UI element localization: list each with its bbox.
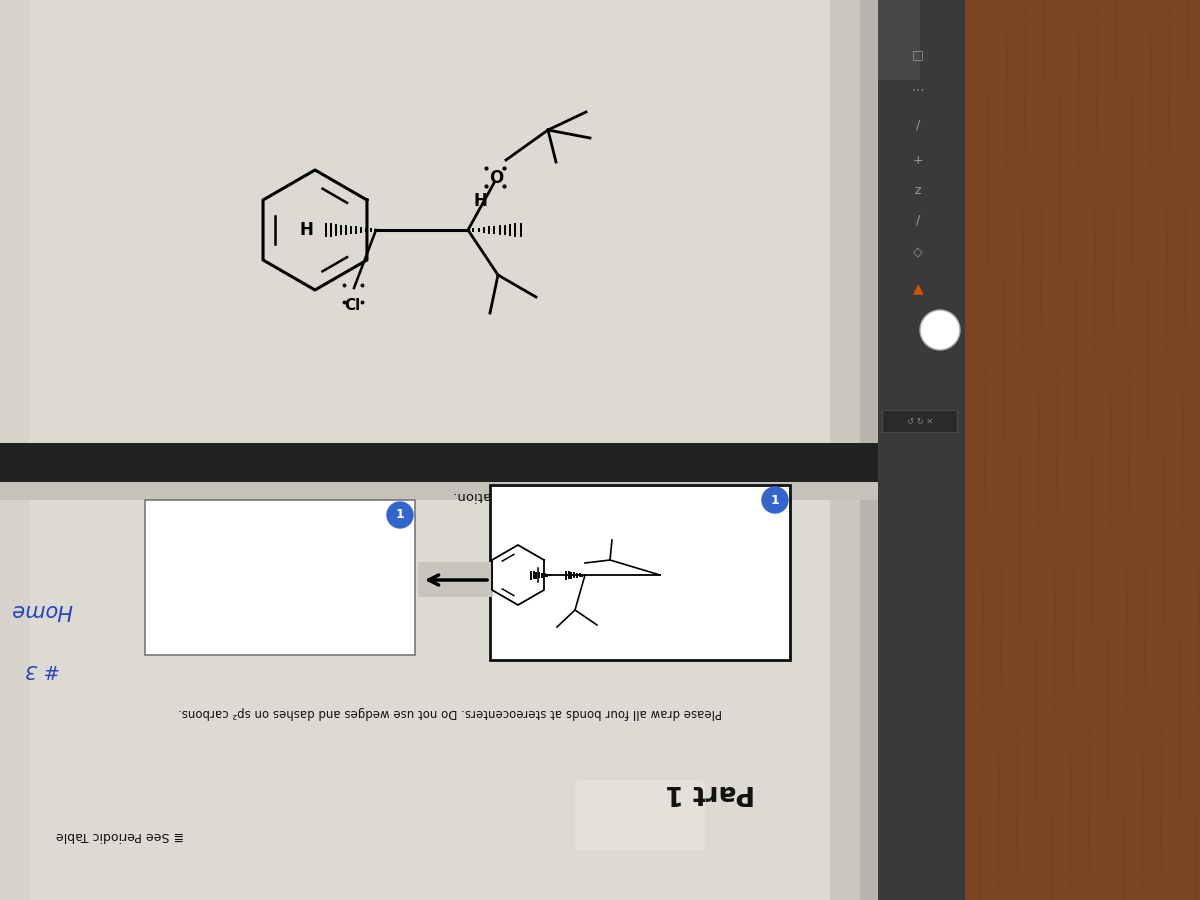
- Text: 1: 1: [770, 493, 779, 507]
- Text: ⋯: ⋯: [912, 84, 924, 96]
- Circle shape: [920, 310, 960, 350]
- Text: ▲: ▲: [913, 281, 923, 295]
- Polygon shape: [830, 0, 880, 900]
- Polygon shape: [860, 0, 895, 900]
- Text: O: O: [488, 169, 503, 187]
- Text: H: H: [299, 221, 313, 239]
- Text: /: /: [916, 119, 920, 131]
- Text: Cl: Cl: [344, 298, 360, 313]
- Text: +: +: [913, 154, 923, 166]
- Text: z: z: [914, 184, 922, 196]
- Text: Please draw all four bonds at stereocenters. Do not use wedges and dashes on sp²: Please draw all four bonds at stereocent…: [178, 706, 722, 718]
- Polygon shape: [878, 0, 920, 80]
- Text: /: /: [916, 213, 920, 227]
- Text: # 3: # 3: [24, 661, 60, 680]
- FancyBboxPatch shape: [145, 500, 415, 655]
- FancyBboxPatch shape: [575, 780, 706, 850]
- Polygon shape: [0, 443, 878, 482]
- Text: H: H: [473, 192, 487, 210]
- Circle shape: [762, 487, 788, 513]
- Text: 1: 1: [396, 508, 404, 521]
- Polygon shape: [0, 0, 865, 900]
- FancyBboxPatch shape: [882, 410, 958, 432]
- FancyBboxPatch shape: [418, 562, 493, 597]
- Text: ≣ See Periodic Table: ≣ See Periodic Table: [56, 829, 184, 842]
- Circle shape: [386, 502, 413, 528]
- Text: ❶  Draw the missing curved arrow notation.: ❶ Draw the missing curved arrow notation…: [454, 489, 746, 502]
- Text: Part 1: Part 1: [665, 779, 755, 805]
- Text: ↺ ↻ ✕: ↺ ↻ ✕: [907, 417, 934, 426]
- Text: □: □: [912, 49, 924, 61]
- Polygon shape: [878, 0, 965, 900]
- Polygon shape: [0, 482, 878, 500]
- Text: Home: Home: [11, 600, 73, 620]
- FancyBboxPatch shape: [490, 485, 790, 660]
- Text: ◇: ◇: [913, 246, 923, 258]
